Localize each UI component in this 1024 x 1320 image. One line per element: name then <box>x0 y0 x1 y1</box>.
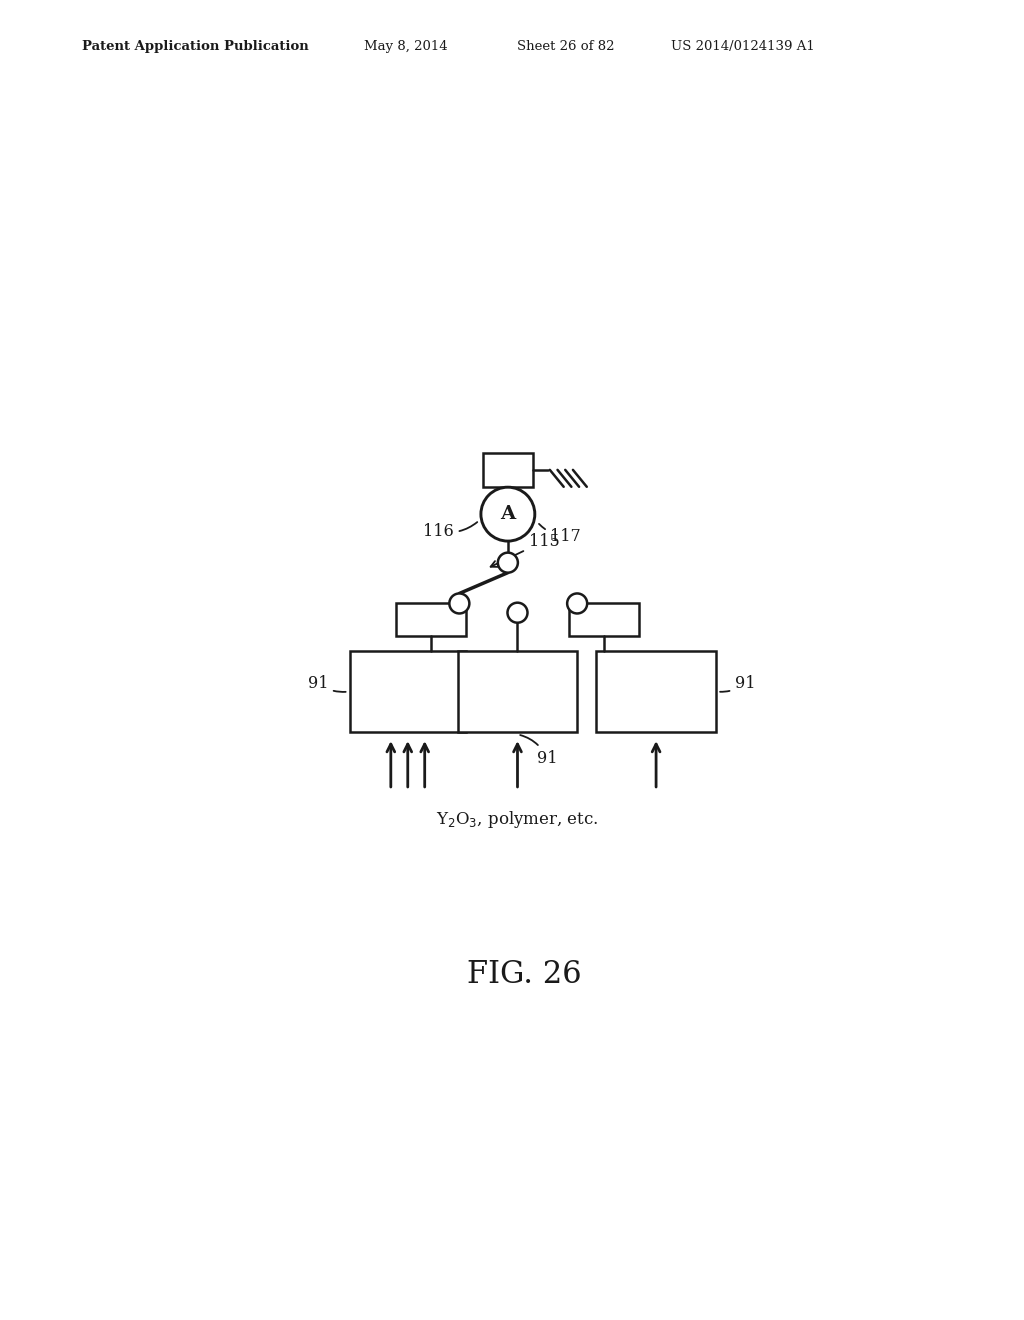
Text: US 2014/0124139 A1: US 2014/0124139 A1 <box>671 40 814 53</box>
Circle shape <box>498 553 518 573</box>
Circle shape <box>508 603 527 623</box>
Text: 117: 117 <box>539 524 581 545</box>
Bar <box>596 651 716 733</box>
Text: 116: 116 <box>423 523 477 540</box>
Text: Y$_2$O$_3$, polymer, etc.: Y$_2$O$_3$, polymer, etc. <box>436 809 599 830</box>
Circle shape <box>481 487 535 541</box>
Text: 115: 115 <box>490 533 559 566</box>
Circle shape <box>567 594 587 614</box>
Text: 91: 91 <box>307 675 346 692</box>
Circle shape <box>450 594 469 614</box>
Text: Sheet 26 of 82: Sheet 26 of 82 <box>517 40 614 53</box>
Text: FIG. 26: FIG. 26 <box>468 960 582 990</box>
Bar <box>569 603 639 636</box>
Bar <box>350 651 466 733</box>
Bar <box>396 603 466 636</box>
Text: 91: 91 <box>520 735 557 767</box>
Bar <box>458 651 578 733</box>
Bar <box>483 453 532 487</box>
Text: May 8, 2014: May 8, 2014 <box>364 40 447 53</box>
Text: A: A <box>501 506 515 523</box>
Text: Patent Application Publication: Patent Application Publication <box>82 40 308 53</box>
Text: 91: 91 <box>720 675 756 692</box>
